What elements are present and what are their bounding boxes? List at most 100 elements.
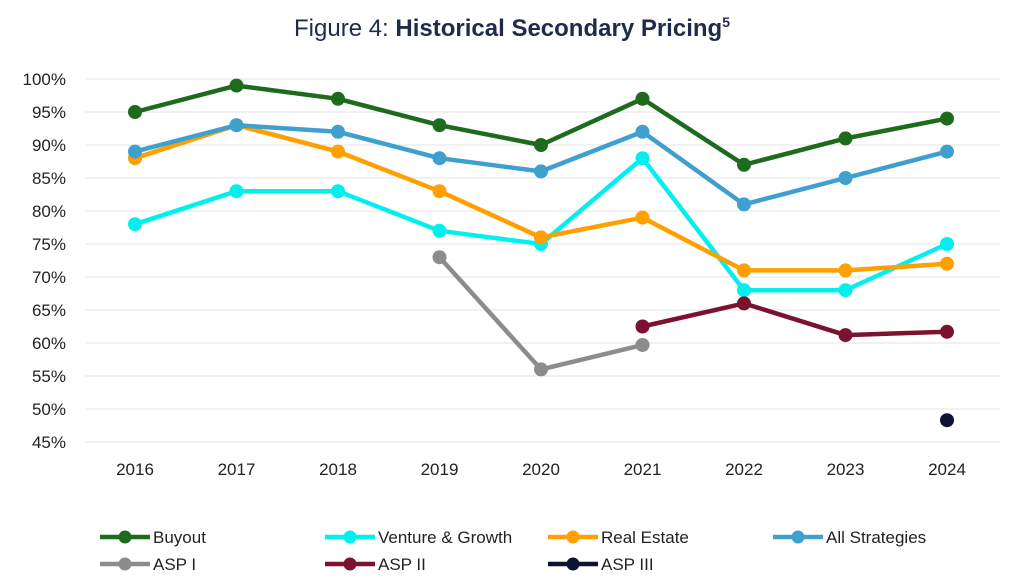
legend-label-venture-growth: Venture & Growth <box>378 528 512 547</box>
series-line-real-estate <box>538 215 645 240</box>
data-point-asp-ii <box>838 328 853 343</box>
series-line-venture-growth <box>132 188 239 227</box>
series-line-real-estate <box>437 188 544 240</box>
series-line-all-strategies <box>132 122 239 154</box>
series-line-all-strategies <box>437 155 544 174</box>
data-point-venture-growth <box>229 184 244 199</box>
series-line-asp-i <box>538 342 645 372</box>
x-tick-label: 2023 <box>827 460 865 479</box>
x-tick-label: 2024 <box>928 460 966 479</box>
series-line-buyout <box>234 83 341 102</box>
x-tick-label: 2021 <box>624 460 662 479</box>
series-line-all-strategies <box>843 149 950 181</box>
legend-label-all-strategies: All Strategies <box>826 528 926 547</box>
x-tick-label: 2018 <box>319 460 357 479</box>
data-point-buyout <box>940 111 954 126</box>
series-line-buyout <box>437 122 544 148</box>
data-point-all-strategies <box>838 171 853 185</box>
series-line-venture-growth <box>437 228 544 247</box>
data-point-venture-growth <box>940 237 954 251</box>
y-tick-label: 95% <box>32 103 66 122</box>
legend-label-buyout: Buyout <box>153 528 206 547</box>
data-point-asp-iii <box>940 413 954 428</box>
series-line-venture-growth <box>538 155 645 247</box>
data-point-venture-growth <box>128 217 142 232</box>
legend-label-asp-iii: ASP III <box>601 555 654 574</box>
y-tick-label: 55% <box>32 367 66 386</box>
legend-swatch-marker-real-estate <box>566 530 580 544</box>
series-line-real-estate <box>335 149 442 194</box>
data-point-real-estate <box>534 230 548 245</box>
series-line-asp-i <box>437 254 544 372</box>
series-line-buyout <box>335 96 442 128</box>
series-line-all-strategies <box>640 129 747 207</box>
data-point-real-estate <box>432 184 447 199</box>
data-point-asp-i <box>635 337 650 352</box>
data-point-venture-growth <box>838 283 853 298</box>
y-tick-label: 45% <box>32 433 66 452</box>
data-point-all-strategies <box>432 151 447 166</box>
series-line-all-strategies <box>741 175 848 207</box>
legend-swatch-marker-all-strategies <box>791 530 805 544</box>
x-tick-label: 2020 <box>522 460 560 479</box>
series-line-real-estate <box>640 215 747 273</box>
series-line-buyout <box>132 83 239 115</box>
data-point-all-strategies <box>940 144 954 159</box>
series-line-buyout <box>843 116 950 141</box>
data-point-real-estate <box>737 263 751 278</box>
chart-title-prefix: Figure 4: <box>294 15 396 42</box>
data-point-all-strategies <box>331 124 345 139</box>
data-point-buyout <box>432 118 447 133</box>
data-point-real-estate <box>838 263 853 278</box>
data-point-all-strategies <box>229 118 244 133</box>
series-line-all-strategies <box>335 129 442 161</box>
series-line-venture-growth <box>640 155 747 293</box>
series-line-real-estate <box>234 122 341 154</box>
y-tick-label: 50% <box>32 400 66 419</box>
legend-swatch-marker-asp-i <box>118 557 132 571</box>
data-point-buyout <box>737 157 751 172</box>
y-tick-label: 70% <box>32 268 66 287</box>
data-point-buyout <box>128 105 142 119</box>
chart-title-main: Historical Secondary Pricing <box>395 15 723 42</box>
series-line-buyout <box>538 96 645 148</box>
series-line-buyout <box>741 136 848 168</box>
y-tick-label: 85% <box>32 169 66 188</box>
data-point-asp-ii <box>737 296 751 311</box>
data-point-all-strategies <box>128 144 142 159</box>
y-tick-label: 75% <box>32 235 66 254</box>
legend-label-asp-ii: ASP II <box>378 555 426 574</box>
data-point-real-estate <box>940 256 954 271</box>
data-point-real-estate <box>331 144 345 159</box>
x-tick-label: 2016 <box>116 460 154 479</box>
legend-swatch-marker-venture-growth <box>343 530 357 544</box>
data-point-asp-i <box>534 362 548 377</box>
data-point-all-strategies <box>534 164 548 179</box>
y-tick-label: 100% <box>23 70 66 89</box>
y-tick-label: 80% <box>32 202 66 221</box>
data-point-asp-ii <box>635 319 650 334</box>
series-line-asp-ii <box>640 301 747 329</box>
legend-label-asp-i: ASP I <box>153 555 196 574</box>
data-point-buyout <box>635 91 650 106</box>
series-line-all-strategies <box>234 122 341 135</box>
chart-title-superscript: 5 <box>722 14 730 30</box>
series-line-real-estate <box>843 261 950 273</box>
data-point-buyout <box>229 78 244 93</box>
series-line-venture-growth <box>335 188 442 234</box>
data-point-venture-growth <box>737 283 751 298</box>
data-point-all-strategies <box>635 124 650 139</box>
legend-swatch-marker-asp-iii <box>566 557 580 571</box>
data-point-asp-i <box>432 250 447 265</box>
data-point-venture-growth <box>635 151 650 166</box>
data-point-real-estate <box>635 210 650 225</box>
legend-swatch-marker-asp-ii <box>343 557 357 571</box>
series-line-asp-ii <box>741 301 848 338</box>
data-point-venture-growth <box>432 223 447 238</box>
x-tick-label: 2022 <box>725 460 763 479</box>
chart-title: Figure 4: Historical Secondary Pricing5 <box>0 14 1024 43</box>
series-line-asp-ii <box>843 329 950 338</box>
legend-label-real-estate: Real Estate <box>601 528 689 547</box>
series-line-all-strategies <box>538 129 645 174</box>
